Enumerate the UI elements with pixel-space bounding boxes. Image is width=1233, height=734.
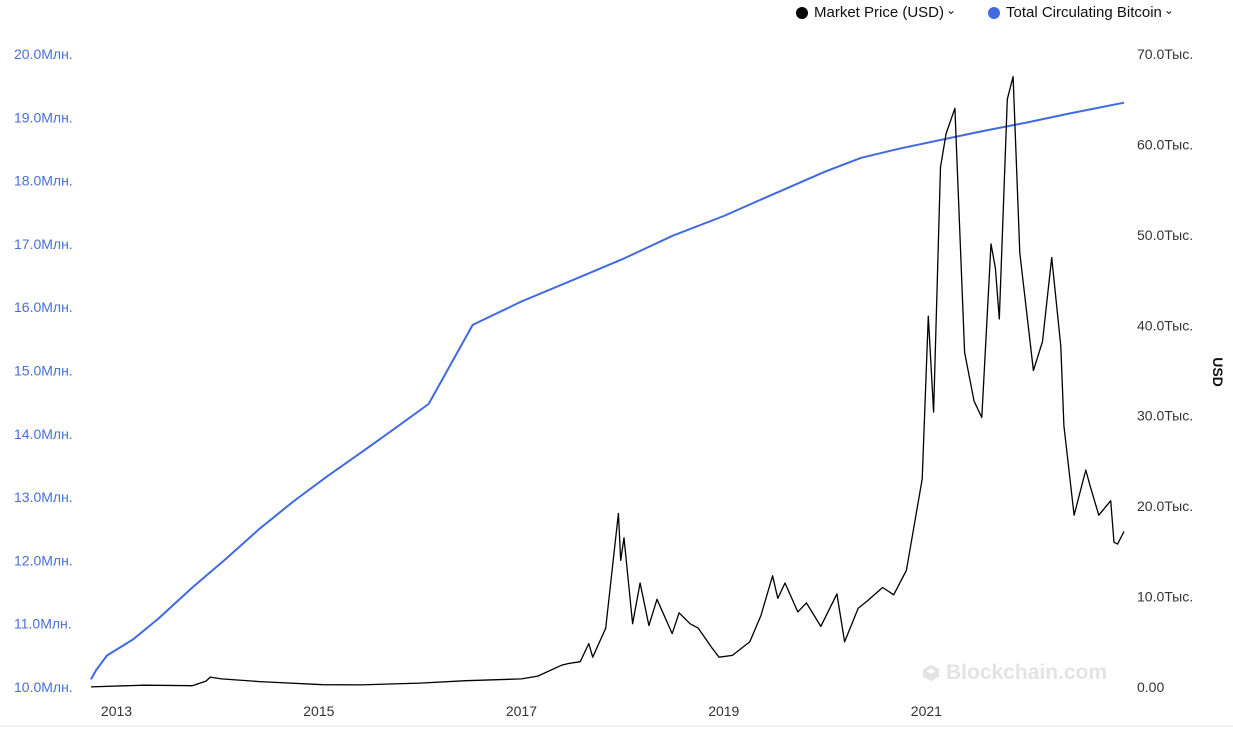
x-tick-label: 2013 [101,703,132,719]
market-price-dot-icon [796,6,808,19]
y-right-tick-label: 30.0Тыс. [1137,408,1193,424]
x-tick-label: 2015 [303,703,334,719]
y-left-tick-label: 14.0Млн. [14,426,73,442]
chevron-down-icon[interactable]: ⌄ [1163,2,1174,17]
y-right-tick-label: 50.0Тыс. [1137,227,1193,243]
y-left-tick-label: 20.0Млн. [14,46,73,62]
y-left-tick-label: 16.0Млн. [14,299,73,315]
y-right-tick-label: 60.0Тыс. [1137,136,1193,152]
y-right-tick-label: 40.0Тыс. [1137,317,1193,333]
x-tick-label: 2019 [708,703,739,719]
y-right-tick-label: 20.0Тыс. [1137,498,1193,514]
x-tick-label: 2021 [911,703,942,719]
watermark-text: Blockchain.com [946,661,1108,684]
series-line-market-price [90,75,1125,688]
legend-label-market-price: Market Price (USD) [814,4,945,21]
y-right-tick-label: 0.00 [1137,679,1164,695]
legend-item-total-circulating[interactable]: Total Circulating Bitcoin ⌄ [988,2,1174,21]
watermark: Blockchain.com [922,661,1107,685]
y-left-tick-label: 12.0Млн. [14,552,73,568]
y-right-tick-label: 70.0Тыс. [1137,46,1193,62]
y-left-tick-label: 11.0Млн. [14,616,72,632]
y-left-tick-label: 15.0Млн. [14,363,73,379]
y-left-tick-label: 19.0Млн. [14,109,73,125]
y-right-tick-label: 10.0Тыс. [1137,589,1193,605]
total-circulating-dot-icon [988,6,1000,19]
x-tick-label: 2017 [506,703,537,719]
chevron-down-icon[interactable]: ⌄ [946,2,957,17]
y-left-tick-label: 18.0Млн. [14,173,73,189]
legend-label-total-circulating: Total Circulating Bitcoin [1006,4,1162,21]
y-left-tick-label: 13.0Млн. [14,489,73,505]
y-left-tick-label: 17.0Млн. [14,236,73,252]
series-line-total-circulating [90,101,1125,680]
blockchain-logo-icon [922,664,940,682]
y-right-axis-title: USD [1210,357,1226,387]
y-left-tick-label: 10.0Млн. [14,679,73,695]
legend-item-market-price[interactable]: Market Price (USD) ⌄ [796,2,957,21]
